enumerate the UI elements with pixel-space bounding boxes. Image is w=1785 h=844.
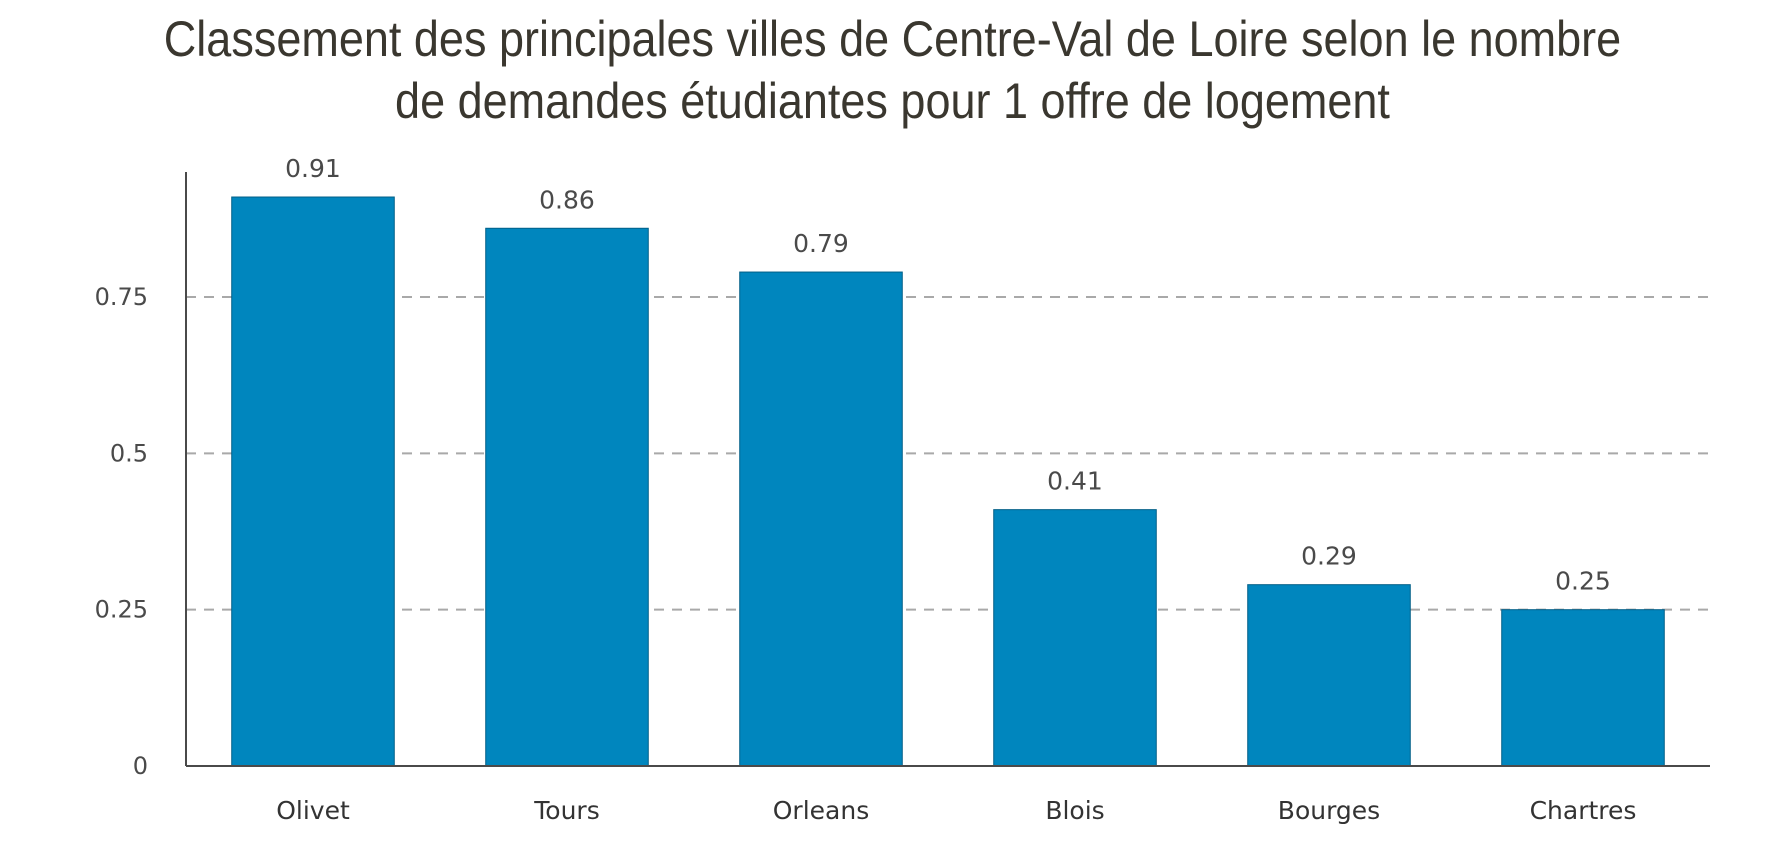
data-label: 0.29 xyxy=(1301,542,1357,571)
bar xyxy=(485,227,649,767)
y-tick-label: 0.25 xyxy=(95,596,148,624)
labels: 0 0.25 0.5 0.75 0.91 Olivet 0.86 Tours 0.79 Orlea… xyxy=(95,154,1637,825)
data-label: 0.25 xyxy=(1555,567,1611,596)
data-label: 0.86 xyxy=(539,185,595,214)
chart-title-line-1: Classement des principales villes de Cen… xyxy=(163,11,1622,67)
x-tick-label: Tours xyxy=(533,796,599,825)
chart-title: Classement des principales villes de Cen… xyxy=(89,8,1696,132)
x-tick-label: Bourges xyxy=(1278,796,1380,825)
bar xyxy=(739,271,903,767)
bars xyxy=(231,196,1665,767)
gridlines xyxy=(186,296,1710,611)
y-tick-label: 0.5 xyxy=(110,439,148,467)
x-tick-label: Olivet xyxy=(276,796,350,825)
axes xyxy=(185,172,1710,767)
data-label: 0.91 xyxy=(285,154,341,183)
bar xyxy=(993,509,1157,767)
data-label: 0.79 xyxy=(793,229,849,258)
bar xyxy=(1247,584,1411,767)
bar xyxy=(1501,609,1665,767)
x-tick-label: Chartres xyxy=(1530,796,1637,825)
bar xyxy=(231,196,395,767)
y-tick-label: 0 xyxy=(133,752,148,780)
x-tick-label: Orleans xyxy=(773,796,869,825)
x-tick-label: Blois xyxy=(1045,796,1104,825)
y-tick-label: 0.75 xyxy=(95,283,148,311)
data-label: 0.41 xyxy=(1047,467,1103,496)
chart-title-line-2: de demandes étudiantes pour 1 offre de l… xyxy=(395,73,1390,129)
